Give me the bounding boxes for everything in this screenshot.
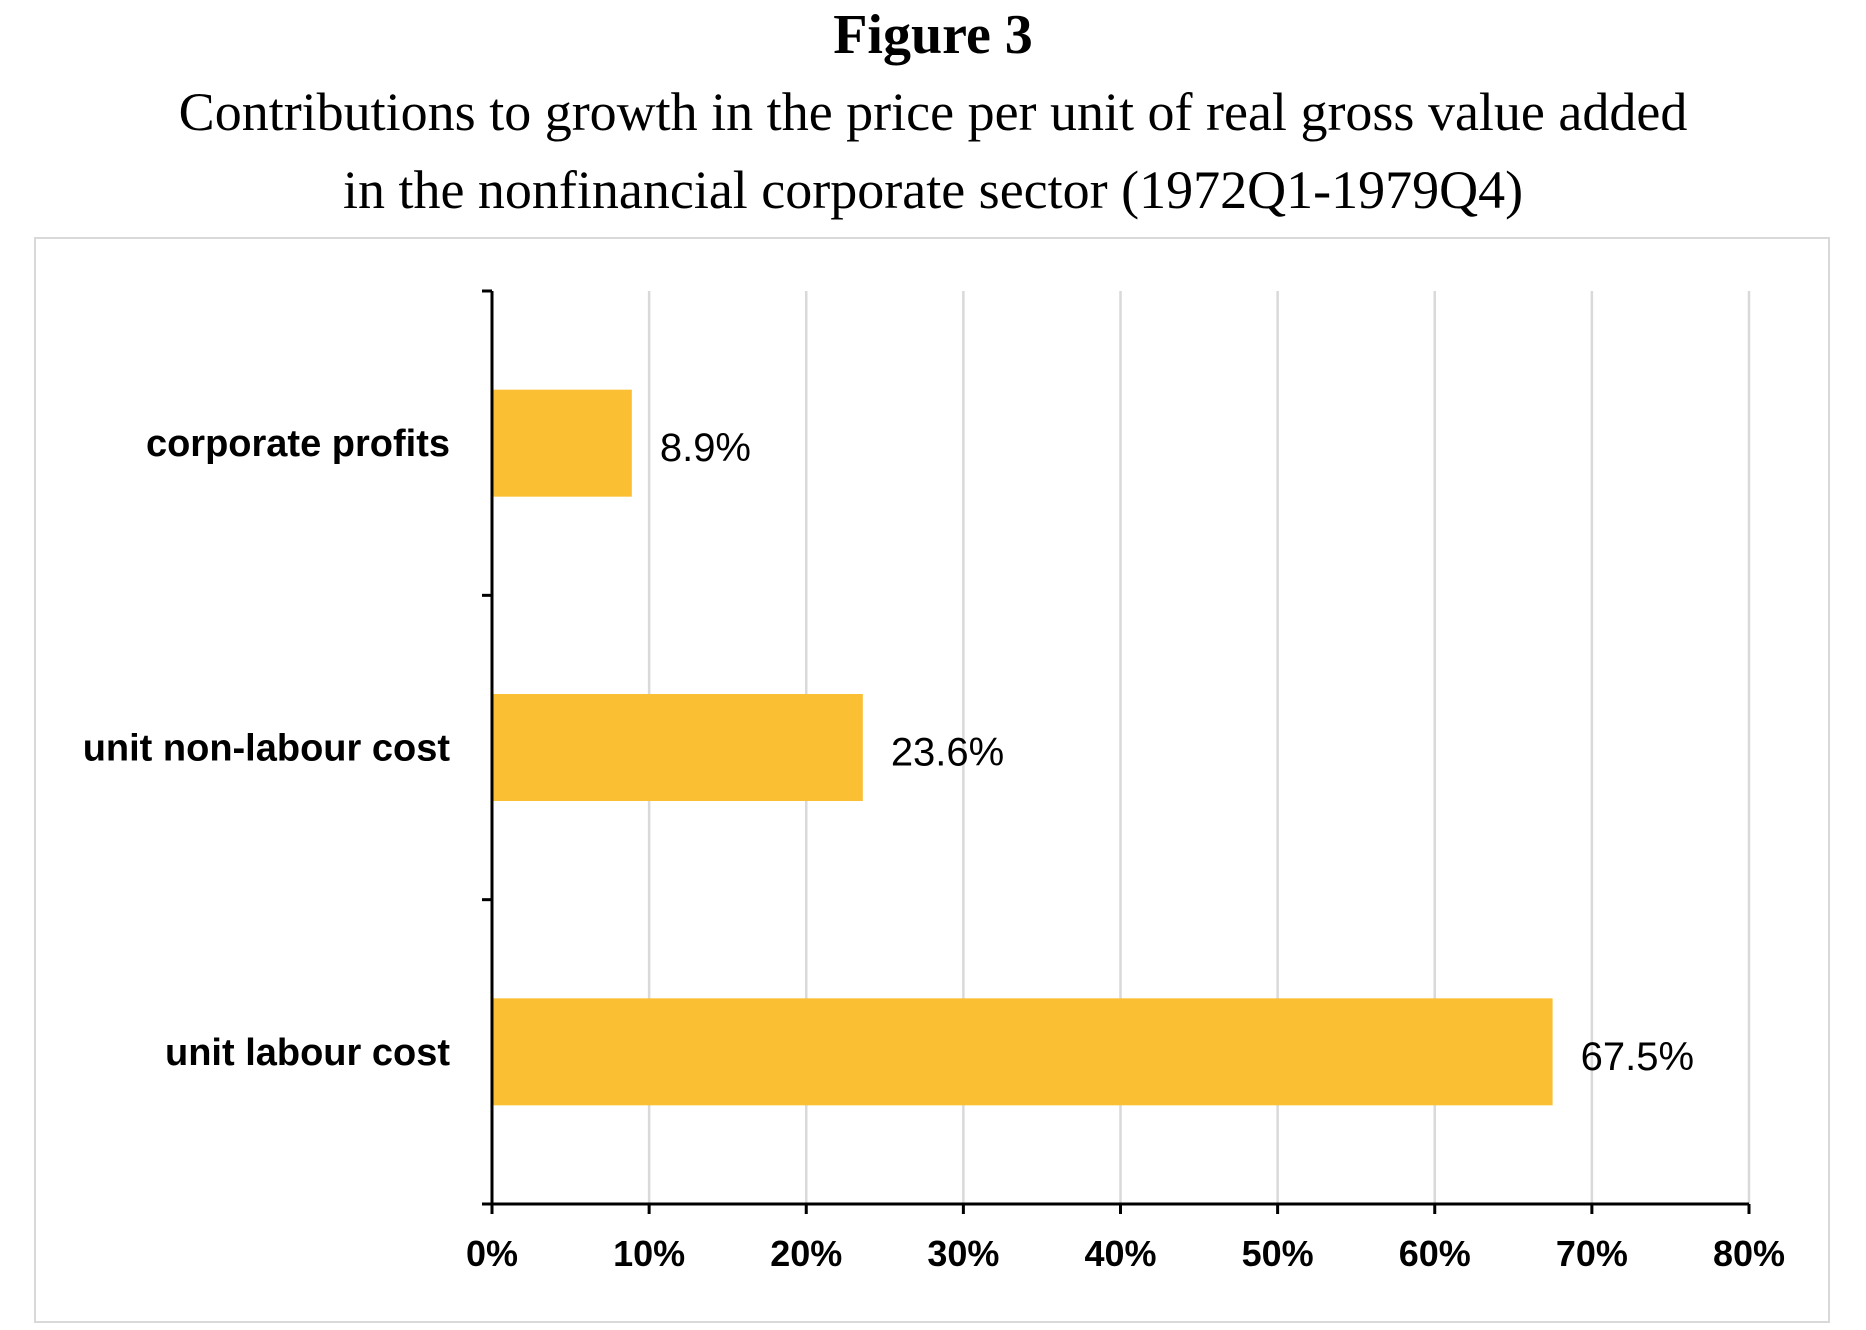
x-tick-label-7: 70% bbox=[1556, 1233, 1628, 1274]
data-label-1: 23.6% bbox=[891, 731, 1004, 775]
x-tick-label-2: 20% bbox=[770, 1233, 842, 1274]
chart-title-line-1: Contributions to growth in the price per… bbox=[178, 82, 1688, 142]
x-tick-label-0: 0% bbox=[466, 1233, 518, 1274]
chart-frame: corporate profits 8.9% unit non-labour cos… bbox=[34, 237, 1830, 1323]
x-tick-label-8: 80% bbox=[1713, 1233, 1785, 1274]
figure-label: Figure 3 bbox=[833, 4, 1033, 66]
bar-chart: corporate profits 8.9% unit non-labour cos… bbox=[83, 289, 1785, 1274]
x-tick-label-6: 60% bbox=[1399, 1233, 1471, 1274]
bar-2 bbox=[492, 998, 1553, 1106]
bar-0 bbox=[492, 389, 632, 497]
data-label-0: 8.9% bbox=[660, 426, 751, 470]
x-tick-label-3: 30% bbox=[927, 1233, 999, 1274]
chart-title-line-2: in the nonfinancial corporate sector (19… bbox=[342, 160, 1524, 220]
x-tick-label-4: 40% bbox=[1084, 1233, 1156, 1274]
gridlines bbox=[647, 291, 1751, 1204]
x-tick-label-1: 10% bbox=[613, 1233, 685, 1274]
data-label-2: 67.5% bbox=[1581, 1035, 1694, 1079]
bar-1 bbox=[492, 694, 863, 801]
category-label-0: corporate profits bbox=[146, 423, 450, 465]
category-label-1: unit non-labour cost bbox=[83, 728, 451, 770]
axes bbox=[482, 289, 1751, 1214]
category-label-2: unit labour cost bbox=[165, 1032, 450, 1074]
bars bbox=[492, 389, 1553, 1106]
labels: corporate profits 8.9% unit non-labour cos… bbox=[83, 423, 1785, 1274]
x-tick-label-5: 50% bbox=[1242, 1233, 1314, 1274]
